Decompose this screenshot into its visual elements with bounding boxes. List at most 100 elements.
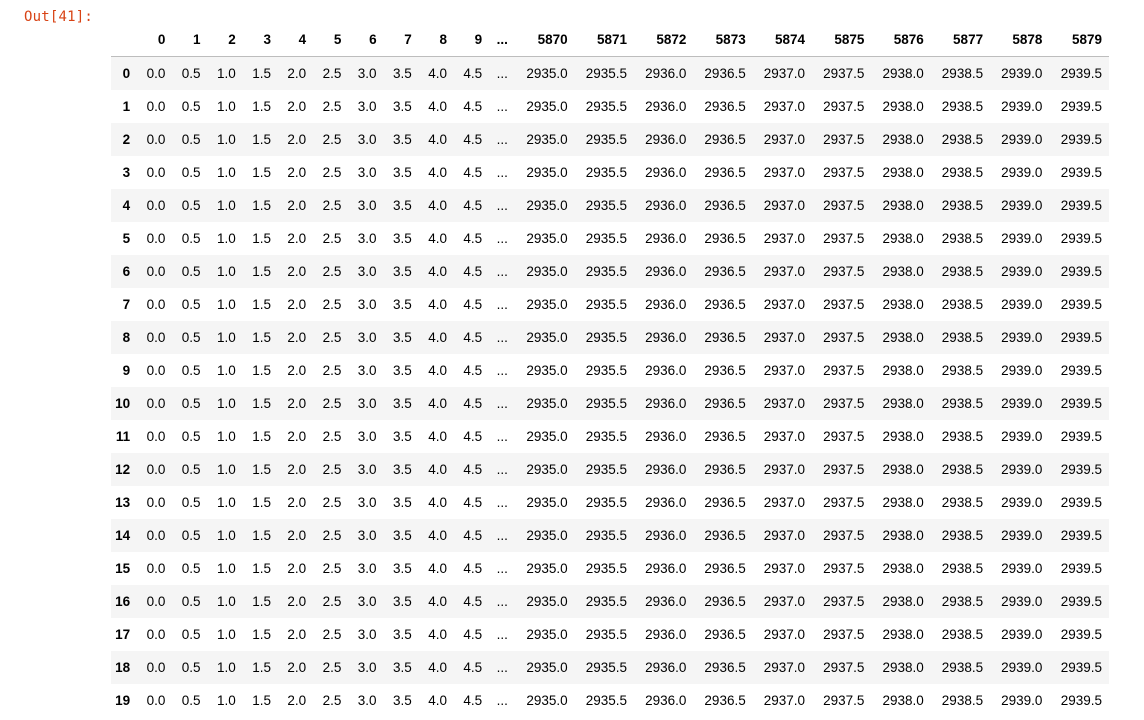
table-cell: 1.0 — [216, 329, 236, 345]
table-cell: 2.0 — [287, 692, 307, 708]
table-cell: 2.0 — [287, 428, 307, 444]
table-cell: 0.5 — [181, 461, 201, 477]
table-cell: 2938.0 — [882, 197, 924, 213]
row-index: 18 — [115, 659, 131, 675]
table-cell: 2936.0 — [645, 461, 687, 477]
row-index: 7 — [122, 296, 131, 312]
table-cell: 2938.5 — [941, 164, 984, 180]
table-cell: 1.5 — [252, 692, 271, 708]
table-cell: 4.5 — [463, 296, 483, 312]
table-cell: 2939.5 — [1060, 494, 1102, 510]
table-cell: 2935.0 — [526, 692, 568, 708]
table-cell: 2935.0 — [526, 527, 568, 543]
cell-ellipsis: ... — [496, 527, 508, 543]
table-cell: 2937.5 — [823, 395, 865, 411]
table-cell: 3.5 — [393, 329, 412, 345]
table-cell: 2939.0 — [1001, 395, 1043, 411]
table-cell: 4.5 — [463, 527, 483, 543]
table-cell: 4.5 — [463, 461, 483, 477]
table-cell: 2938.5 — [941, 263, 984, 279]
column-header: 1 — [172, 22, 208, 57]
table-cell: 2939.0 — [1001, 428, 1043, 444]
table-cell: 3.0 — [357, 98, 377, 114]
column-header: 5877 — [930, 22, 991, 57]
table-cell: 2937.5 — [823, 560, 865, 576]
table-cell: 2935.5 — [585, 593, 628, 609]
table-cell: 0.5 — [181, 560, 201, 576]
table-cell: 2937.0 — [763, 131, 806, 147]
cell-ellipsis: ... — [496, 593, 508, 609]
table-cell: 2939.5 — [1060, 164, 1102, 180]
table-cell: 4.0 — [428, 65, 447, 81]
table-cell: 0.0 — [146, 263, 166, 279]
table-cell: 0.0 — [146, 494, 166, 510]
table-cell: 4.5 — [463, 131, 483, 147]
table-cell: 2.5 — [322, 395, 342, 411]
table-cell: 2938.5 — [941, 494, 984, 510]
table-cell: 1.0 — [216, 692, 236, 708]
table-cell: 2937.5 — [823, 230, 865, 246]
table-cell: 4.0 — [428, 197, 447, 213]
row-index: 15 — [115, 560, 131, 576]
table-cell: 2936.5 — [704, 329, 746, 345]
table-cell: 2937.5 — [823, 527, 865, 543]
table-cell: 1.5 — [252, 395, 271, 411]
table-cell: 1.0 — [216, 428, 236, 444]
table-cell: 0.0 — [146, 131, 166, 147]
table-cell: 4.5 — [463, 263, 483, 279]
table-cell: 1.5 — [252, 197, 271, 213]
table-cell: 2938.0 — [882, 230, 924, 246]
table-cell: 2938.5 — [941, 593, 984, 609]
table-cell: 3.0 — [357, 65, 377, 81]
table-cell: 1.0 — [216, 98, 236, 114]
row-index: 13 — [115, 494, 131, 510]
table-row: 12 0.0 0.5 1.0 1.5 2.0 2.5 3.0 3.5 4.0 4.5... 2935.… — [111, 452, 1109, 486]
table-cell: 2938.0 — [882, 692, 924, 708]
table-cell: 4.5 — [463, 164, 483, 180]
table-cell: 2935.0 — [526, 593, 568, 609]
table-cell: 2935.0 — [526, 461, 568, 477]
table-cell: 2.5 — [322, 65, 342, 81]
table-cell: 2935.0 — [526, 395, 568, 411]
table-cell: 2936.0 — [645, 692, 687, 708]
table-cell: 4.0 — [428, 593, 447, 609]
table-cell: 3.0 — [357, 461, 377, 477]
table-cell: 2.0 — [287, 263, 307, 279]
column-header: 4 — [277, 22, 314, 57]
table-row: 15 0.0 0.5 1.0 1.5 2.0 2.5 3.0 3.5 4.0 4.5... 2935.… — [111, 552, 1109, 585]
table-cell: 3.0 — [357, 692, 377, 708]
table-cell: 2935.0 — [526, 98, 568, 114]
table-cell: 3.5 — [393, 362, 412, 378]
table-cell: 1.5 — [252, 230, 271, 246]
table-cell: 0.5 — [181, 197, 201, 213]
table-cell: 0.5 — [181, 329, 201, 345]
table-cell: 2935.0 — [526, 65, 568, 81]
table-cell: 2937.0 — [763, 329, 806, 345]
table-cell: 1.5 — [252, 263, 271, 279]
column-header: 8 — [418, 22, 454, 57]
table-cell: 3.5 — [393, 494, 412, 510]
table-cell: 2937.0 — [763, 263, 806, 279]
table-row: 11 0.0 0.5 1.0 1.5 2.0 2.5 3.0 3.5 4.0 4.5... 2935.… — [111, 420, 1109, 453]
row-index: 11 — [115, 428, 131, 444]
table-cell: 2938.0 — [882, 164, 924, 180]
table-cell: 1.5 — [252, 560, 271, 576]
table-cell: 4.0 — [428, 98, 447, 114]
table-cell: 2.5 — [322, 329, 342, 345]
column-header: 5872 — [634, 22, 694, 57]
row-index: 0 — [122, 65, 131, 81]
column-header: 5871 — [574, 22, 635, 57]
table-cell: 0.0 — [146, 230, 166, 246]
table-cell: 2939.0 — [1001, 659, 1043, 675]
table-cell: 2939.0 — [1001, 329, 1043, 345]
row-index: 6 — [122, 263, 131, 279]
table-cell: 2.5 — [322, 362, 342, 378]
table-cell: 2.0 — [287, 296, 307, 312]
table-cell: 0.5 — [181, 626, 201, 642]
table-cell: 3.0 — [357, 197, 377, 213]
table-cell: 2.0 — [287, 197, 307, 213]
table-cell: 1.5 — [252, 65, 271, 81]
table-cell: 2937.5 — [823, 164, 865, 180]
table-cell: 2936.5 — [704, 131, 746, 147]
table-cell: 3.5 — [393, 626, 412, 642]
